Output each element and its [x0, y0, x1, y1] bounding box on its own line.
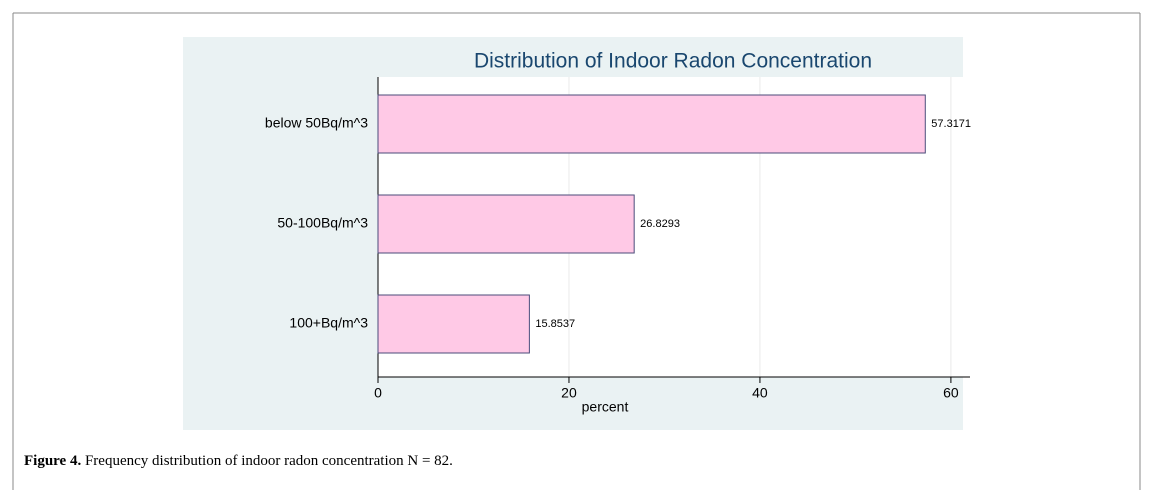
y-tick-label: 100+Bq/m^3	[289, 315, 368, 331]
figure-frame	[12, 12, 1141, 490]
y-tick-label: below 50Bq/m^3	[265, 115, 368, 131]
value-label: 26.8293	[640, 218, 680, 230]
x-tick-label: 20	[561, 385, 577, 401]
y-tick-label: 50-100Bq/m^3	[277, 215, 368, 231]
x-tick-label: 40	[752, 385, 768, 401]
caption-text: Frequency distribution of indoor radon c…	[85, 453, 453, 469]
value-label: 15.8537	[535, 318, 575, 330]
bar	[377, 194, 635, 254]
bar	[377, 294, 530, 354]
value-label: 57.3171	[931, 118, 971, 130]
x-tick-label: 0	[374, 385, 382, 401]
caption-label: Figure 4.	[24, 453, 81, 469]
bar	[377, 94, 926, 154]
x-axis-label: percent	[582, 399, 629, 415]
x-tick-label: 60	[943, 385, 959, 401]
chart-title: Distribution of Indoor Radon Concentrati…	[474, 50, 872, 73]
caption: Figure 4. Frequency distribution of indo…	[24, 453, 453, 469]
